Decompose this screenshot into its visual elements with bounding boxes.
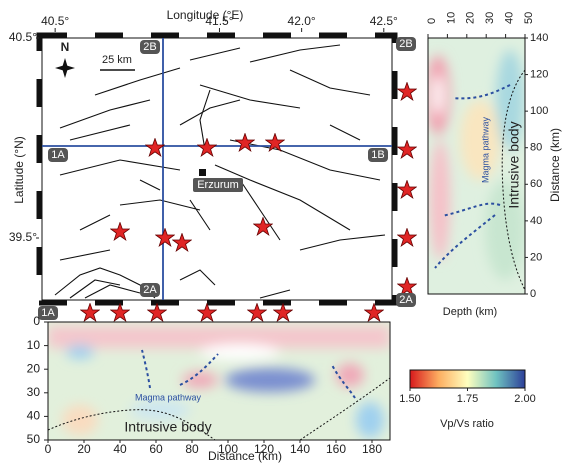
- city-marker: [199, 169, 206, 176]
- profile-label: 1A: [51, 149, 65, 161]
- colorbar-tick-label: 1.50: [399, 393, 420, 405]
- profile-label: 2B: [143, 41, 156, 53]
- x-tick-label: 40: [113, 442, 127, 456]
- x-tick-label: 0: [426, 18, 438, 24]
- x-tick-label: 50: [523, 12, 535, 24]
- x-tick-label: 30: [484, 12, 496, 24]
- x-tick-label: 40: [504, 12, 516, 24]
- station: [397, 140, 417, 159]
- profile-label: 1A: [41, 307, 55, 319]
- colorbar-label: Vp/Vs ratio: [440, 418, 494, 430]
- y-tick-label: 40: [27, 409, 41, 423]
- x-axis-label: Depth (km): [443, 306, 497, 318]
- y-tick-label: 140: [530, 32, 548, 44]
- label-2B: 2B: [396, 37, 416, 51]
- y-tick-label: 10: [27, 338, 41, 352]
- y-tick-label: 20: [530, 251, 542, 263]
- y-tick-label: 0: [33, 314, 40, 328]
- faults: [54, 44, 386, 299]
- colorbar-tick-label: 1.75: [457, 393, 478, 405]
- station: [197, 303, 217, 322]
- y-tick-label: 30: [27, 385, 41, 399]
- map-x-label: Longitude (°E): [167, 8, 244, 22]
- map-frame: [41, 37, 393, 301]
- y-tick-label: 20: [27, 361, 41, 375]
- profile-label: 2A: [399, 294, 413, 306]
- depth-section: Magma pathway Intrusive body 2B 2A Depth…: [396, 37, 562, 318]
- velocity-field: [48, 322, 390, 440]
- y-tick-label: 50: [27, 432, 41, 446]
- profile-label: 2B: [399, 38, 412, 50]
- station: [110, 303, 130, 322]
- x-tick-label: 0: [45, 442, 52, 456]
- x-tick-label: 180: [362, 442, 382, 456]
- x-tick-label: 41.5°: [205, 14, 233, 28]
- label-1A: 1A: [48, 148, 68, 162]
- annotation: Intrusive body: [506, 121, 522, 208]
- label-2A: 2A: [396, 293, 416, 307]
- x-axis-label: Distance (km): [208, 449, 282, 463]
- y-tick-label: 120: [530, 68, 548, 80]
- label-2A: 2A: [140, 283, 160, 297]
- profile-label: 1B: [371, 149, 384, 161]
- north-arrow: N: [55, 40, 75, 78]
- map: Erzurum 1A 1B 2A 2B N 25 km: [12, 8, 417, 322]
- x-tick-label: 100: [218, 442, 238, 456]
- station: [273, 303, 293, 322]
- colorbar-ramp: [409, 369, 526, 389]
- x-tick-label: 42.5°: [370, 14, 398, 28]
- x-tick-label: 40.5°: [41, 14, 69, 28]
- y-tick-label: 40: [530, 215, 542, 227]
- x-tick-label: 20: [77, 442, 91, 456]
- city-label: Erzurum: [193, 178, 243, 192]
- station: [147, 303, 167, 322]
- y-tick-label: 40.5°: [9, 30, 37, 44]
- station: [247, 303, 267, 322]
- label-1B: 1B: [368, 148, 388, 162]
- x-tick-label: 80: [185, 442, 199, 456]
- x-tick-label: 120: [254, 442, 274, 456]
- velocity-field: [428, 38, 525, 294]
- annotation: Intrusive body: [124, 419, 211, 435]
- scale-label: 25 km: [102, 54, 132, 66]
- x-tick-label: 160: [326, 442, 346, 456]
- y-tick-label: 80: [530, 142, 542, 154]
- station: [80, 303, 100, 322]
- annotation: Magma pathway: [135, 392, 202, 402]
- north-label: N: [61, 40, 70, 54]
- city-text: Erzurum: [197, 179, 239, 191]
- x-tick-label: 20: [465, 12, 477, 24]
- y-tick-label: 0: [530, 288, 536, 300]
- colorbar-tick-label: 2.00: [514, 393, 535, 405]
- station: [397, 180, 417, 199]
- map-border: [36, 32, 398, 306]
- x-tick-label: 140: [290, 442, 310, 456]
- y-tick-label: 39.5°: [9, 230, 37, 244]
- y-tick-label: 60: [530, 178, 542, 190]
- label-1A: 1A: [38, 306, 58, 320]
- station: [397, 228, 417, 247]
- y-axis-label: Distance (km): [548, 128, 562, 202]
- y-tick-label: 100: [530, 105, 548, 117]
- station: [397, 277, 417, 296]
- profile-label: 2A: [143, 284, 157, 296]
- x-tick-label: 42.0°: [288, 14, 316, 28]
- x-tick-label: 60: [149, 442, 163, 456]
- annotation: Magma pathway: [480, 116, 490, 183]
- map-y-label: Latitude (°N): [12, 136, 26, 204]
- station: [364, 303, 384, 322]
- station: [397, 82, 417, 101]
- x-tick-label: 10: [445, 12, 457, 24]
- distance-section: Magma pathway Intrusive body 1A Distance…: [38, 306, 391, 463]
- label-2B: 2B: [140, 40, 160, 54]
